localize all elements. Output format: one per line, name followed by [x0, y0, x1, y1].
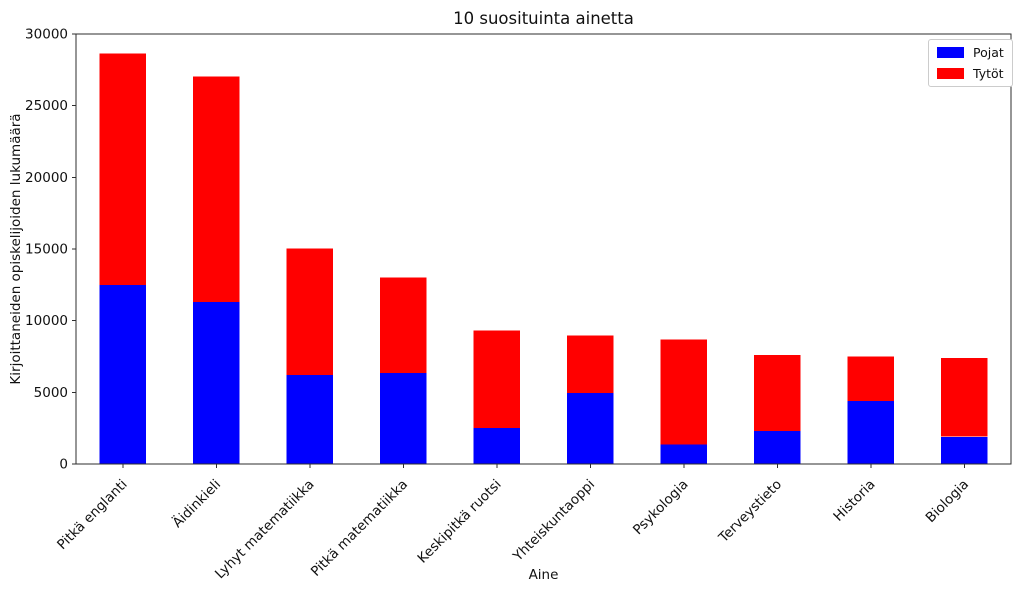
legend-swatch-pojat: [937, 47, 964, 58]
bar-segment-pojat-1: [192, 302, 240, 464]
bar-segment-tytöt-6: [660, 339, 708, 445]
x-tick-label: Biologia: [923, 477, 972, 526]
bar-segment-tytöt-8: [847, 356, 895, 401]
bar-segment-pojat-4: [473, 428, 521, 464]
legend-label-pojat: Pojat: [973, 45, 1004, 60]
bar-segment-pojat-0: [99, 284, 147, 464]
bar-segment-pojat-7: [753, 431, 801, 464]
y-tick-label: 30000: [25, 27, 68, 43]
bar-segment-tytöt-9: [940, 357, 988, 437]
chart-title: 10 suosituinta ainetta: [453, 9, 634, 28]
y-tick-label: 5000: [34, 385, 68, 401]
y-tick-label: 15000: [25, 242, 68, 258]
x-axis-label: Aine: [528, 567, 559, 583]
bar-segment-tytöt-5: [566, 335, 614, 393]
x-tick-label: Psykologia: [630, 477, 692, 539]
y-tick-label: 20000: [25, 170, 68, 186]
x-tick-label: Äidinkieli: [168, 475, 224, 531]
bar-segment-tytöt-1: [192, 76, 240, 302]
x-tick-label: Terveystieto: [715, 477, 785, 547]
bar-segment-pojat-5: [566, 393, 614, 464]
bar-segment-pojat-9: [940, 436, 988, 464]
bar-segment-pojat-8: [847, 400, 895, 464]
bar-segment-tytöt-0: [99, 53, 147, 285]
legend-item-tytot: Tytöt: [937, 66, 1004, 81]
bar-segment-pojat-3: [379, 373, 427, 464]
bar-segment-tytöt-3: [379, 277, 427, 373]
x-tick-label: Keskipitkä ruotsi: [415, 477, 505, 567]
x-tick-label: Historia: [830, 477, 878, 525]
y-tick-label: 25000: [25, 98, 68, 114]
bar-segment-pojat-2: [286, 375, 334, 464]
x-tick-label: Yhteiskuntaoppi: [509, 477, 598, 566]
y-tick-label: 0: [59, 457, 68, 473]
bar-segment-tytöt-2: [286, 248, 334, 376]
legend-item-pojat: Pojat: [937, 45, 1004, 60]
legend-swatch-tytot: [937, 68, 964, 79]
bar-segment-tytöt-7: [753, 355, 801, 432]
x-tick-label: Pitkä matematiikka: [308, 477, 411, 580]
bar-segment-pojat-6: [660, 444, 708, 464]
legend: Pojat Tytöt: [928, 39, 1013, 87]
y-tick-label: 10000: [25, 313, 68, 329]
x-tick-label: Pitkä englanti: [54, 477, 130, 553]
legend-label-tytot: Tytöt: [973, 66, 1004, 81]
bar-segment-tytöt-4: [473, 330, 521, 429]
